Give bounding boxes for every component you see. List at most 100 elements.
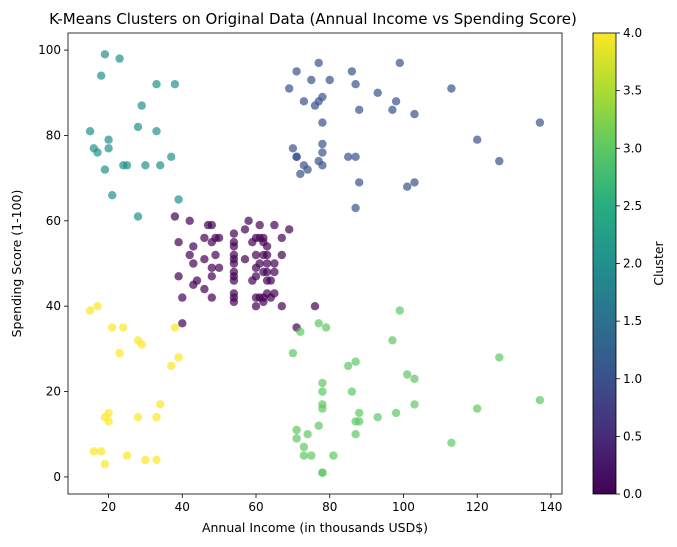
- data-point-cluster-2: [170, 80, 180, 89]
- data-point-cluster-4: [89, 447, 99, 456]
- data-point-cluster-0: [214, 233, 224, 243]
- data-point-cluster-3: [391, 408, 401, 418]
- data-point-cluster-1: [318, 92, 327, 102]
- data-point-cluster-2: [97, 71, 106, 80]
- data-point-cluster-3: [410, 400, 419, 409]
- x-axis-label: Annual Income (in thousands USD$): [202, 520, 428, 535]
- data-point-cluster-4: [141, 455, 150, 465]
- x-tick-label: 40: [175, 500, 190, 514]
- data-point-cluster-2: [100, 165, 110, 174]
- data-point-cluster-4: [167, 361, 176, 371]
- data-point-cluster-0: [244, 216, 253, 225]
- data-point-cluster-3: [288, 348, 298, 358]
- data-point-cluster-0: [200, 284, 209, 294]
- x-tick-label: 60: [248, 500, 263, 514]
- data-point-cluster-3: [318, 387, 327, 396]
- data-point-cluster-4: [170, 323, 180, 332]
- data-point-cluster-1: [410, 178, 419, 187]
- y-tick-label: 20: [46, 385, 61, 399]
- data-point-cluster-2: [174, 195, 183, 204]
- data-point-cluster-2: [104, 144, 113, 153]
- data-point-cluster-1: [318, 118, 327, 127]
- data-point-cluster-0: [277, 233, 286, 243]
- data-point-cluster-0: [240, 255, 250, 264]
- data-point-cluster-0: [207, 263, 216, 272]
- data-point-cluster-2: [133, 212, 143, 221]
- data-point-cluster-0: [214, 263, 224, 272]
- data-point-cluster-4: [137, 340, 146, 349]
- data-point-cluster-1: [292, 67, 301, 76]
- data-point-cluster-0: [229, 297, 239, 307]
- data-point-cluster-1: [473, 135, 482, 144]
- data-point-cluster-2: [108, 191, 117, 200]
- data-point-cluster-3: [314, 421, 323, 430]
- colorbar: 0.0 0.5 1.0 1.5 2.0 2.5 3.0 3.5 4.0 Cluster: [592, 26, 666, 501]
- data-point-cluster-0: [178, 293, 187, 302]
- colorbar-label: Cluster: [651, 240, 666, 285]
- data-point-cluster-2: [115, 54, 124, 63]
- data-point-cluster-1: [373, 88, 382, 98]
- data-point-cluster-4: [115, 348, 124, 358]
- data-point-cluster-3: [318, 404, 327, 413]
- data-point-cluster-0: [270, 220, 279, 230]
- data-point-cluster-0: [189, 259, 198, 268]
- data-point-cluster-1: [325, 75, 334, 85]
- y-axis-label: Spending Score (1-100): [9, 190, 24, 338]
- data-point-cluster-3: [495, 353, 504, 362]
- data-point-cluster-0: [229, 229, 239, 238]
- data-point-cluster-3: [292, 434, 301, 443]
- y-tick-label: 0: [53, 470, 61, 484]
- data-point-cluster-4: [104, 417, 113, 426]
- data-point-cluster-1: [495, 156, 504, 166]
- data-point-cluster-1: [307, 75, 316, 85]
- data-point-cluster-0: [185, 216, 194, 225]
- x-tick-label: 20: [101, 500, 116, 514]
- data-point-cluster-3: [351, 357, 360, 366]
- plot-frame: [67, 32, 563, 495]
- data-point-cluster-2: [122, 161, 132, 170]
- data-point-cluster-3: [347, 387, 357, 396]
- data-point-cluster-3: [473, 404, 482, 413]
- data-point-cluster-3: [344, 361, 353, 371]
- data-point-cluster-0: [185, 250, 194, 260]
- colorbar-tick-label: 2.5: [623, 199, 642, 213]
- y-tick-label: 40: [46, 299, 61, 313]
- data-point-cluster-0: [200, 233, 209, 243]
- data-point-cluster-4: [119, 323, 128, 332]
- colorbar-tick-label: 4.0: [623, 26, 642, 40]
- data-point-cluster-0: [262, 242, 272, 251]
- data-point-cluster-4: [156, 400, 165, 409]
- data-point-cluster-0: [207, 220, 216, 230]
- data-point-cluster-3: [307, 451, 316, 460]
- data-point-cluster-0: [255, 259, 264, 268]
- data-point-cluster-1: [355, 105, 364, 115]
- x-tick-label: 140: [539, 500, 562, 514]
- data-point-cluster-2: [167, 152, 176, 161]
- data-point-cluster-3: [388, 336, 397, 345]
- data-point-cluster-1: [535, 118, 545, 127]
- data-point-cluster-1: [314, 58, 323, 68]
- data-point-cluster-0: [262, 267, 272, 277]
- data-point-cluster-0: [266, 276, 275, 285]
- data-point-cluster-2: [85, 127, 95, 136]
- data-point-cluster-1: [296, 169, 305, 179]
- data-point-cluster-0: [251, 302, 261, 311]
- data-point-cluster-2: [156, 161, 165, 170]
- data-point-cluster-4: [174, 353, 183, 362]
- data-point-cluster-3: [299, 451, 309, 460]
- data-point-cluster-3: [292, 425, 301, 435]
- data-point-cluster-3: [296, 327, 305, 336]
- data-point-cluster-1: [351, 152, 360, 161]
- colorbar-tick-label: 0.5: [623, 429, 642, 443]
- data-point-cluster-3: [303, 430, 312, 439]
- y-axis-ticks: 0 20 40 60 80 100: [38, 43, 68, 484]
- x-tick-label: 120: [466, 500, 489, 514]
- colorbar-ticks: 0.0 0.5 1.0 1.5 2.0 2.5 3.0 3.5 4.0: [616, 26, 642, 501]
- data-point-cluster-1: [285, 84, 294, 93]
- data-point-cluster-3: [395, 306, 404, 315]
- data-point-cluster-2: [152, 127, 161, 136]
- data-point-cluster-0: [207, 272, 216, 281]
- data-point-cluster-0: [259, 233, 268, 243]
- data-point-cluster-4: [133, 413, 143, 422]
